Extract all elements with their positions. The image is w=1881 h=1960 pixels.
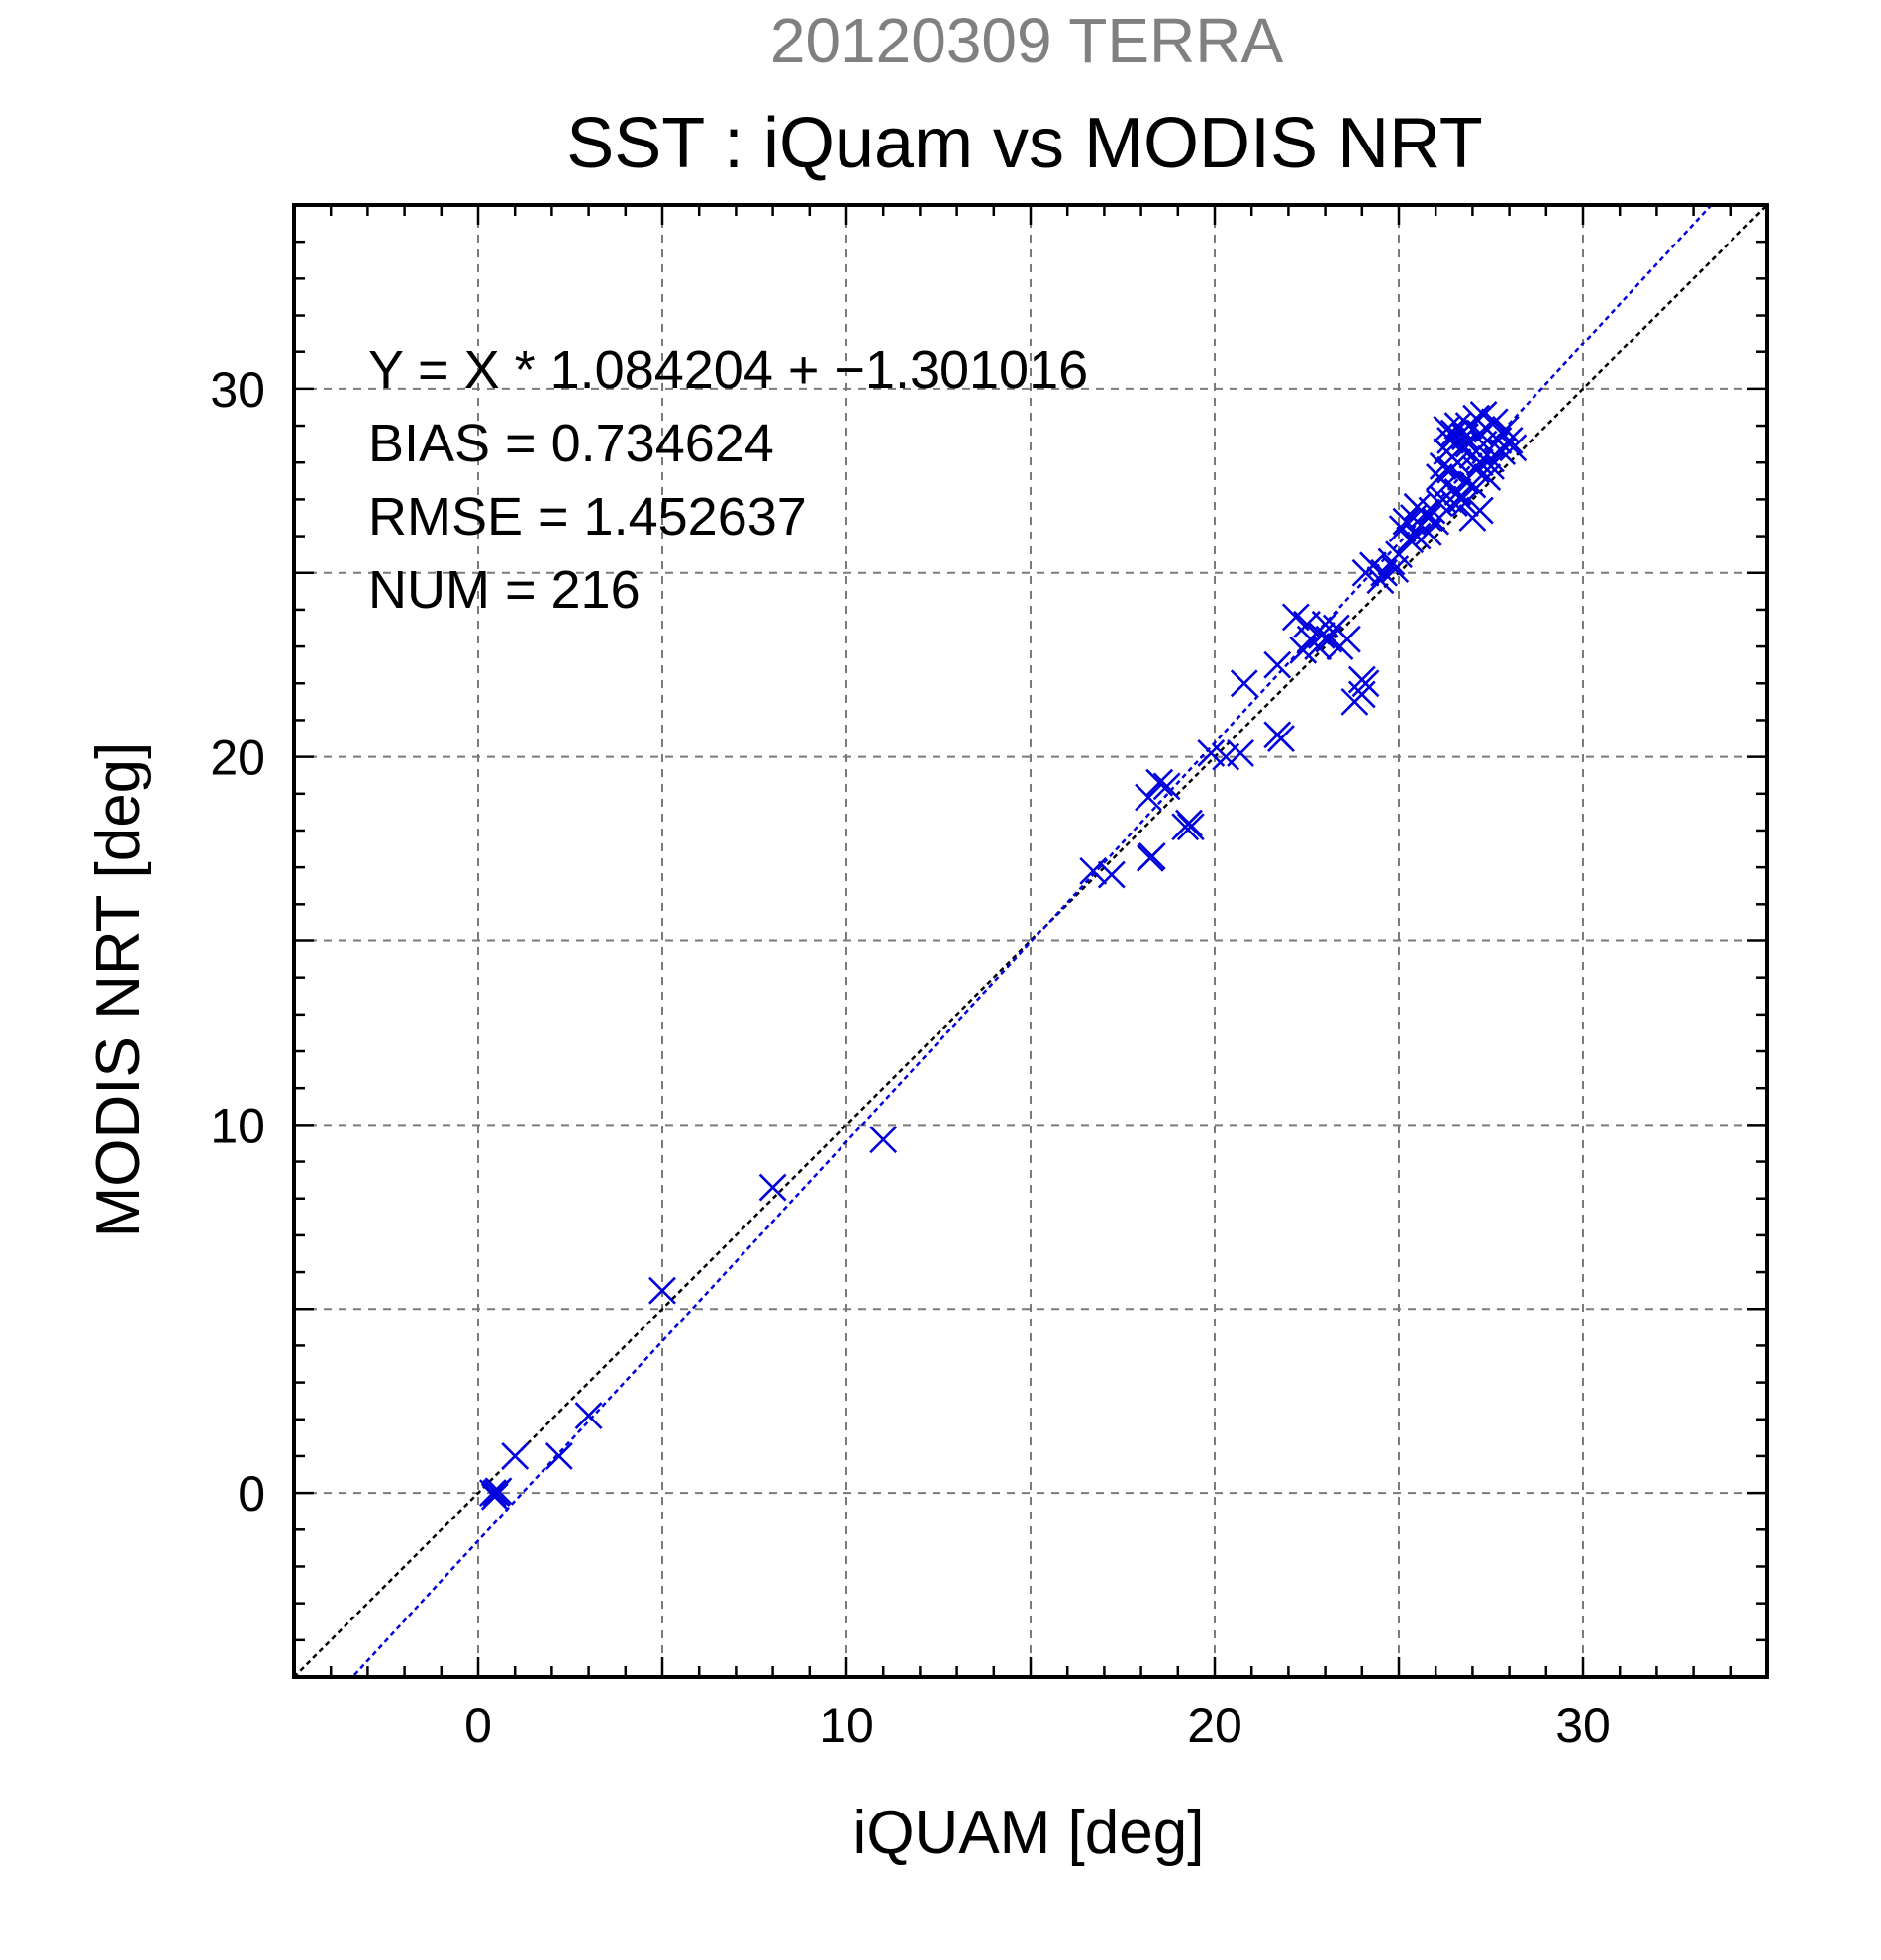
- x-tick-label: 0: [464, 1698, 492, 1753]
- data-point: [1351, 669, 1380, 698]
- data-point: [1136, 843, 1164, 872]
- data-point: [1443, 412, 1472, 440]
- data-point: [1366, 566, 1395, 595]
- x-tick-label: 20: [1187, 1698, 1242, 1753]
- data-point: [1307, 622, 1336, 649]
- y-tick-label: 0: [238, 1466, 265, 1521]
- stats-num: NUM = 216: [368, 560, 641, 620]
- chart-supertitle: 20120309 TERRA: [770, 5, 1284, 76]
- data-point: [1451, 489, 1479, 518]
- data-point: [1477, 452, 1505, 480]
- data-point: [480, 1482, 509, 1511]
- data-point: [1175, 809, 1203, 837]
- y-tick-label: 20: [210, 731, 265, 786]
- data-point: [1495, 427, 1524, 454]
- y-tick-label: 10: [210, 1098, 265, 1153]
- stats-bias: BIAS = 0.734624: [368, 414, 774, 473]
- data-point: [501, 1442, 530, 1470]
- stats-box: Y = X * 1.084204 + −1.301016 BIAS = 0.73…: [368, 341, 1088, 620]
- tick-labels: 0 10 20 30 0 10 20 30: [210, 362, 1610, 1753]
- data-point: [1454, 430, 1483, 458]
- data-point: [1499, 434, 1528, 462]
- data-point: [869, 1126, 898, 1154]
- data-point: [1414, 504, 1442, 532]
- data-point: [1439, 419, 1468, 447]
- data-point: [1227, 738, 1254, 767]
- data-point: [1079, 856, 1108, 885]
- stats-equation: Y = X * 1.084204 + −1.301016: [368, 341, 1088, 400]
- plot-frame: [292, 203, 1769, 1679]
- data-points: [478, 400, 1528, 1511]
- data-point: [1152, 772, 1181, 801]
- data-point: [1135, 783, 1162, 812]
- chart-title: SST : iQuam vs MODIS NRT: [566, 104, 1483, 183]
- data-point: [1436, 455, 1464, 484]
- data-point: [1439, 489, 1468, 518]
- data-point: [1469, 400, 1498, 429]
- data-point: [1347, 680, 1376, 709]
- x-tick-label: 10: [819, 1698, 874, 1753]
- x-axis-label: iQUAM [deg]: [853, 1799, 1205, 1867]
- data-point: [758, 1173, 787, 1202]
- data-point: [544, 1442, 573, 1470]
- stats-rmse: RMSE = 1.452637: [368, 487, 807, 546]
- data-point: [1396, 526, 1425, 554]
- data-point: [1465, 448, 1494, 477]
- data-point: [1097, 860, 1126, 889]
- data-point: [1145, 768, 1174, 797]
- fit-line: [350, 205, 1714, 1677]
- data-point: [1473, 463, 1502, 492]
- data-point: [1403, 522, 1432, 550]
- data-point: [1263, 650, 1292, 679]
- y-axis-label: MODIS NRT [deg]: [84, 742, 152, 1238]
- data-point: [1433, 415, 1461, 443]
- regression-lines: [294, 205, 1767, 1677]
- x-tick-label: 30: [1555, 1698, 1611, 1753]
- grid: [294, 205, 1767, 1677]
- data-point: [1465, 496, 1494, 525]
- data-point: [1334, 625, 1361, 653]
- data-point: [478, 1479, 507, 1508]
- data-point: [1230, 669, 1258, 698]
- data-point: [1176, 813, 1205, 841]
- y-tick-label: 30: [210, 362, 265, 418]
- data-point: [648, 1276, 676, 1305]
- data-point: [1491, 415, 1520, 443]
- data-point: [484, 1477, 513, 1506]
- data-point: [574, 1402, 603, 1429]
- data-point: [1263, 721, 1292, 749]
